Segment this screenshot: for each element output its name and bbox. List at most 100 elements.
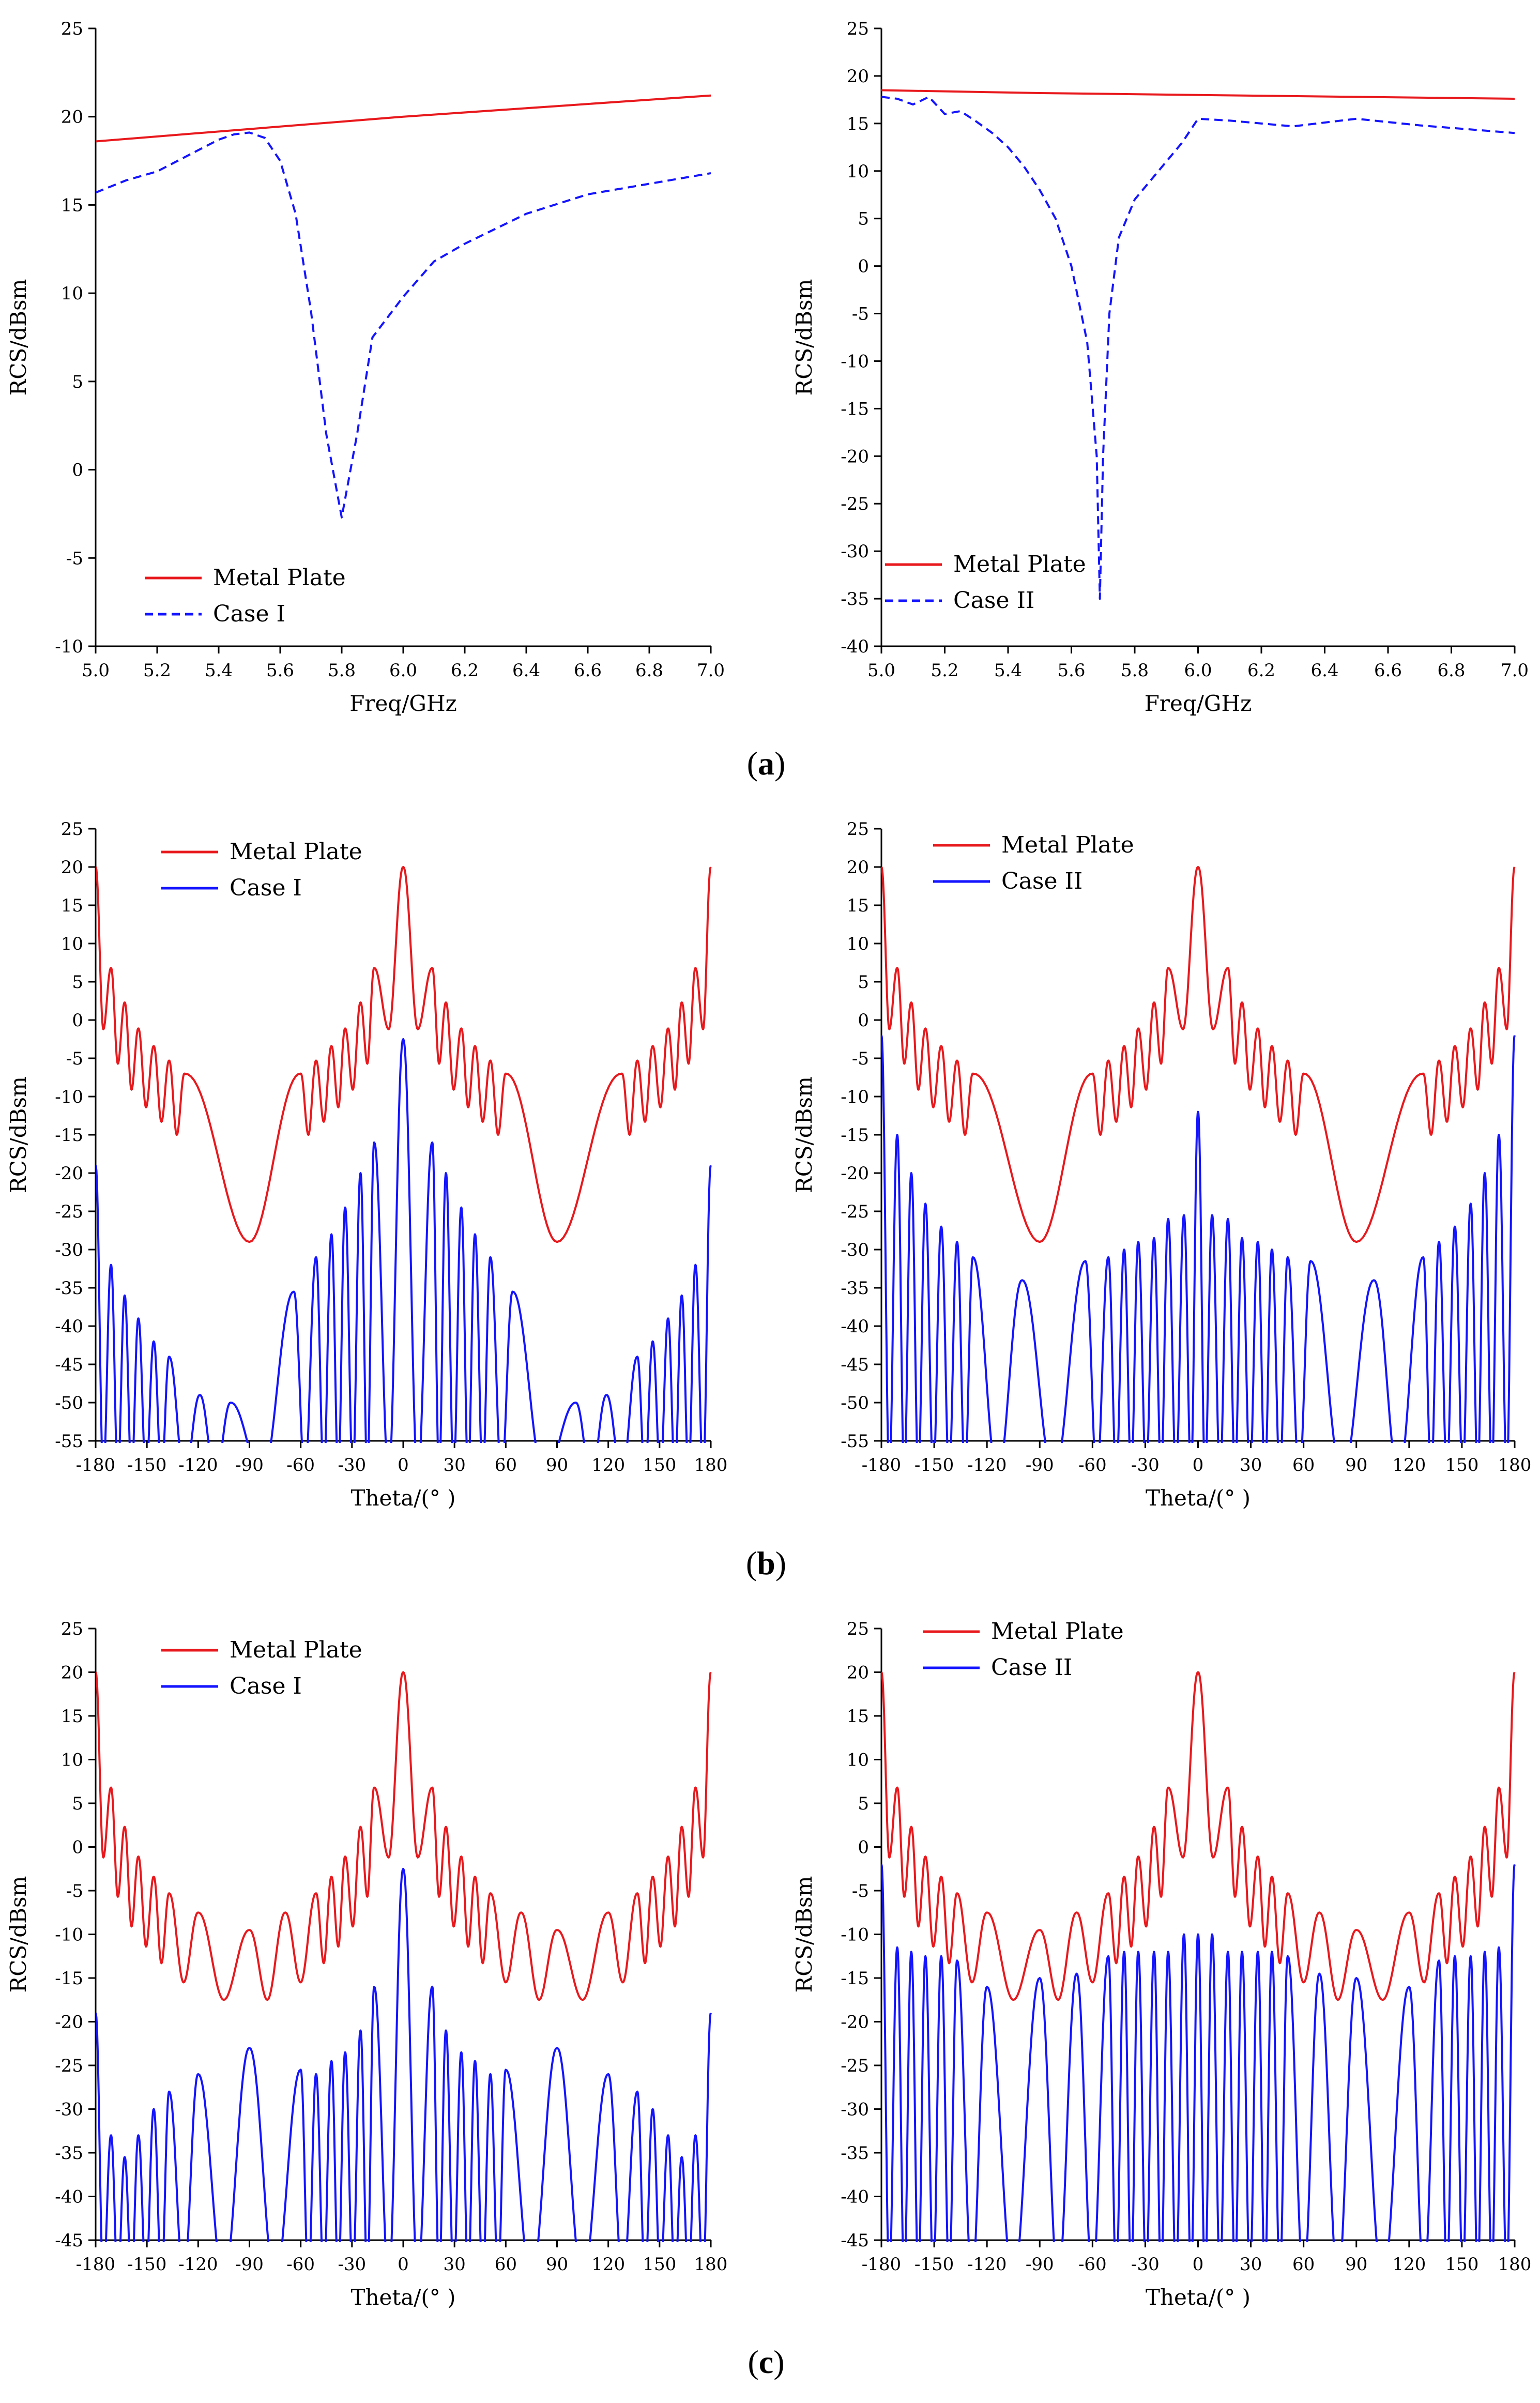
x-tick-label: 6.2 [451,660,479,681]
y-tick-label: 5 [858,209,869,230]
x-tick-label: 180 [1498,2254,1532,2275]
x-tick-label: 6.2 [1247,660,1275,681]
y-tick-label: 10 [61,1750,83,1771]
y-tick-label: -25 [841,2056,869,2076]
y-tick-label: -35 [841,1278,869,1299]
legend-label: Metal Plate [213,565,346,591]
x-tick-label: 5.8 [328,660,356,681]
y-tick-label: -15 [55,1125,83,1146]
series-metal-plate [96,1671,712,2001]
x-axis-label: Theta/(° ) [350,1485,455,1511]
x-tick-label: 90 [546,1455,568,1476]
x-tick-label: 30 [1240,1455,1262,1476]
y-tick-label: -35 [841,2143,869,2164]
y-axis-label: RCS/dBsm [6,1076,31,1193]
legend-label: Case II [1001,868,1082,894]
x-tick-label: -180 [76,1455,115,1476]
x-tick-label: -120 [178,1455,218,1476]
x-tick-label: 5.0 [82,660,110,681]
y-tick-label: 0 [72,1837,83,1858]
y-tick-label: 20 [61,857,83,878]
series-case-ii [881,96,1515,600]
y-tick-label: 0 [858,1010,869,1031]
x-tick-label: 0 [398,1455,409,1476]
x-tick-label: -180 [862,1455,901,1476]
y-tick-label: 15 [61,1706,83,1727]
x-tick-label: 6.6 [574,660,602,681]
y-tick-label: -10 [841,1087,869,1107]
x-tick-label: -150 [914,1455,954,1476]
y-tick-label: -35 [55,2143,83,2164]
y-tick-label: 25 [61,19,83,39]
y-tick-label: 25 [61,1619,83,1639]
y-tick-label: 20 [847,66,869,87]
y-tick-label: 15 [847,895,869,916]
y-tick-label: -20 [841,2012,869,2033]
legend-label: Metal Plate [230,1637,362,1663]
y-tick-label: 0 [72,460,83,481]
x-tick-label: 0 [398,2254,409,2275]
x-tick-label: 120 [591,1455,625,1476]
caption-c: (c) [748,2344,785,2380]
y-tick-label: 25 [847,19,869,39]
y-tick-label: 20 [61,1663,83,1683]
x-axis-label: Theta/(° ) [350,2285,455,2310]
y-tick-label: -30 [841,541,869,562]
x-tick-label: -150 [914,2254,954,2275]
y-tick-label: 15 [61,895,83,916]
caption-b-letter: b [757,1545,775,1581]
caption-a: (a) [746,745,786,782]
x-tick-label: 0 [1193,2254,1204,2275]
y-axis-label: RCS/dBsm [791,279,817,396]
x-tick-label: 6.8 [635,660,663,681]
y-tick-label: 20 [61,107,83,128]
series-case-ii [881,1864,1516,2242]
chart-c-right: -180 -150 -120 -90 -60 -30 0 30 60 90 120 150 180-45… [791,1618,1531,2310]
x-tick-label: 5.8 [1121,660,1149,681]
y-tick-label: -5 [66,1881,83,1902]
y-tick-label: -30 [55,2100,83,2120]
x-tick-label: -120 [967,1455,1007,1476]
y-tick-label: -5 [852,1881,869,1902]
x-tick-label: 90 [1345,2254,1367,2275]
y-tick-label: 5 [72,372,83,392]
x-tick-label: -60 [1078,2254,1107,2275]
y-tick-label: -55 [841,1431,869,1452]
y-tick-label: -5 [66,548,83,569]
y-tick-label: -25 [55,1202,83,1222]
y-tick-label: -10 [841,351,869,372]
legend-label: Case I [213,601,285,627]
x-tick-label: 90 [546,2254,568,2275]
y-axis-label: RCS/dBsm [791,1076,817,1193]
x-tick-label: 150 [1445,1455,1478,1476]
y-tick-label: 25 [61,819,83,840]
y-tick-label: 20 [847,1663,869,1683]
legend-label: Metal Plate [230,839,362,865]
x-tick-label: -180 [862,2254,901,2275]
x-tick-label: 6.6 [1374,660,1402,681]
x-tick-label: 6.4 [1310,660,1338,681]
x-tick-label: 5.2 [143,660,171,681]
y-tick-label: -45 [841,2230,869,2251]
y-tick-label: -15 [841,1125,869,1146]
y-tick-label: 25 [847,1619,869,1639]
x-tick-label: -60 [286,1455,315,1476]
series-metal-plate [881,89,1515,100]
x-tick-label: -30 [338,2254,366,2275]
y-tick-label: -15 [841,399,869,419]
y-tick-label: -40 [55,2187,83,2208]
x-tick-label: 30 [444,2254,466,2275]
y-tick-label: -45 [55,1355,83,1375]
x-tick-label: 180 [694,1455,728,1476]
y-tick-label: -55 [55,1431,83,1452]
y-tick-label: 15 [61,195,83,216]
x-tick-label: 6.0 [1184,660,1212,681]
x-tick-label: 5.6 [1057,660,1085,681]
x-tick-label: 7.0 [697,660,725,681]
x-tick-label: -150 [127,2254,166,2275]
x-tick-label: -120 [967,2254,1007,2275]
x-tick-label: 120 [591,2254,625,2275]
y-tick-label: -10 [55,1087,83,1107]
y-axis-label: RCS/dBsm [791,1876,817,1993]
